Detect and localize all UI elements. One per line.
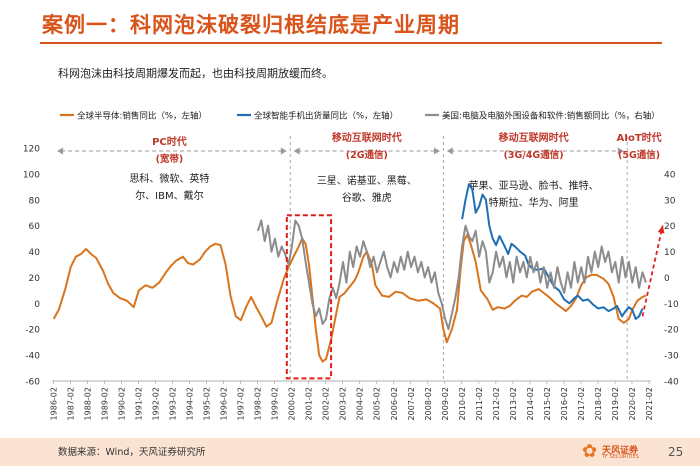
- flower-icon: ✿: [582, 441, 598, 462]
- era-companies: 思科、微软、英特: [129, 172, 209, 185]
- era-title: PC时代: [152, 135, 187, 148]
- x-tick-label: 1997-02: [237, 387, 246, 420]
- x-tick-label: 2006-02: [390, 387, 399, 420]
- x-tick-label: 2000-02: [288, 387, 297, 420]
- y-tick-left: 100: [23, 170, 40, 180]
- era-arrow-4g-head-right: [617, 147, 624, 155]
- x-tick-label: 2016-02: [560, 387, 569, 420]
- page-number: 25: [668, 445, 684, 459]
- x-tick-label: 1988-02: [83, 387, 92, 420]
- page-title: 案例一：科网泡沫破裂归根结底是产业周期: [42, 13, 460, 37]
- y-tick-left: 0: [34, 300, 40, 310]
- era-companies: 三星、诺基亚、黑莓、: [317, 174, 417, 187]
- title-divider: [40, 42, 662, 44]
- x-tick-label: 2008-02: [424, 387, 433, 420]
- era-tech: (2G通信): [346, 149, 388, 161]
- x-tick-label: 1987-02: [66, 387, 75, 420]
- series-line-3: [256, 219, 647, 331]
- y-tick-right: 0: [664, 274, 670, 284]
- x-tick-label: 2019-02: [611, 387, 620, 420]
- logo-text: 天风证券: [602, 446, 639, 456]
- x-tick-label: 2012-02: [492, 387, 501, 420]
- x-tick-label: 2010-02: [458, 387, 467, 420]
- x-tick-label: 1993-02: [169, 387, 178, 420]
- data-source: 数据来源：Wind，天风证券研究所: [58, 447, 206, 458]
- series-line-1: [52, 233, 647, 363]
- x-tick-label: 2013-02: [509, 387, 518, 420]
- y-tick-right: -20: [664, 326, 679, 336]
- y-tick-left: -20: [25, 326, 40, 336]
- y-tick-left: 120: [23, 145, 40, 155]
- y-tick-right: 40: [664, 170, 676, 180]
- era-arrow-2g-head-right: [433, 147, 440, 155]
- y-tick-left: 40: [29, 248, 41, 258]
- brand-logo: ✿ 天风证券 TF SECURITIES: [582, 440, 652, 464]
- era-tech: (宽带): [156, 153, 184, 165]
- x-tick-label: 1996-02: [220, 387, 229, 420]
- era-companies: 谷歌、雅虎: [342, 191, 392, 204]
- era-arrow-pc-head-right: [280, 147, 287, 155]
- y-tick-right: -40: [664, 378, 679, 388]
- era-tech: (5G通信): [618, 149, 660, 161]
- legend-label: 全球智能手机出货量同比（%，左轴）: [254, 111, 398, 122]
- forecast-arrow: [641, 225, 664, 317]
- x-tick-label: 1991-02: [135, 387, 144, 420]
- y-tick-left: 80: [29, 196, 41, 206]
- x-tick-label: 1990-02: [117, 387, 126, 420]
- x-tick-label: 1995-02: [203, 387, 212, 420]
- x-tick-label: 2017-02: [577, 387, 586, 420]
- x-tick-label: 2011-02: [475, 387, 484, 420]
- era-title: 移动互联网时代: [332, 131, 402, 144]
- x-tick-label: 1986-02: [49, 387, 58, 420]
- x-tick-label: 2005-02: [373, 387, 382, 420]
- subtitle: 科网泡沫由科技周期爆发而起，也由科技周期放缓而终。: [58, 67, 333, 80]
- x-tick-label: 2007-02: [407, 387, 416, 420]
- series-line-2: [461, 183, 644, 320]
- x-tick-label: 2002-02: [322, 387, 331, 420]
- x-tick-label: 1998-02: [254, 387, 263, 420]
- era-arrow-pc-head-left: [57, 147, 64, 155]
- era-title: 移动互联网时代: [499, 131, 569, 144]
- y-tick-left: -60: [25, 378, 40, 388]
- x-tick-label: 1994-02: [186, 387, 195, 420]
- era-companies: 苹果、亚马逊、脸书、推特、: [469, 179, 599, 192]
- x-tick-label: 2003-02: [339, 387, 348, 420]
- logo-subtext: TF SECURITIES: [602, 454, 639, 460]
- footer-bar: [0, 438, 700, 466]
- y-tick-right: 30: [664, 196, 676, 206]
- era-companies: 特斯拉、华为、阿里: [489, 196, 579, 209]
- x-tick-label: 1999-02: [271, 387, 280, 420]
- y-tick-right: -30: [664, 352, 679, 362]
- legend-label: 全球半导体:销售同比（%，左轴）: [77, 111, 207, 122]
- x-tick-label: 1989-02: [100, 387, 109, 420]
- x-tick-label: 2001-02: [305, 387, 314, 420]
- x-tick-label: 1992-02: [152, 387, 161, 420]
- x-tick-label: 2020-02: [628, 387, 637, 420]
- era-arrow-2g-head-left: [293, 147, 300, 155]
- x-tick-label: 2021-02: [645, 387, 654, 420]
- y-tick-left: 60: [29, 222, 41, 232]
- x-tick-label: 2014-02: [526, 387, 535, 420]
- era-title: AIoT时代: [617, 131, 662, 144]
- forecast-arrow-head: [657, 225, 665, 234]
- y-tick-right: 10: [664, 248, 676, 258]
- era-tech: (3G/4G通信): [504, 149, 564, 161]
- y-tick-left: 20: [29, 274, 41, 284]
- x-tick-label: 2004-02: [356, 387, 365, 420]
- era-companies: 尔、IBM、戴尔: [135, 189, 203, 202]
- x-tick-label: 2018-02: [594, 387, 603, 420]
- y-tick-right: -10: [664, 300, 679, 310]
- era-arrow-4g-head-left: [446, 147, 453, 155]
- x-tick-label: 2009-02: [441, 387, 450, 420]
- y-tick-right: 20: [664, 222, 676, 232]
- x-tick-label: 2015-02: [543, 387, 552, 420]
- legend-label: 美国:电脑及电脑外围设备和软件:销售额同比（%，右轴）: [442, 111, 660, 122]
- y-tick-left: -40: [25, 352, 40, 362]
